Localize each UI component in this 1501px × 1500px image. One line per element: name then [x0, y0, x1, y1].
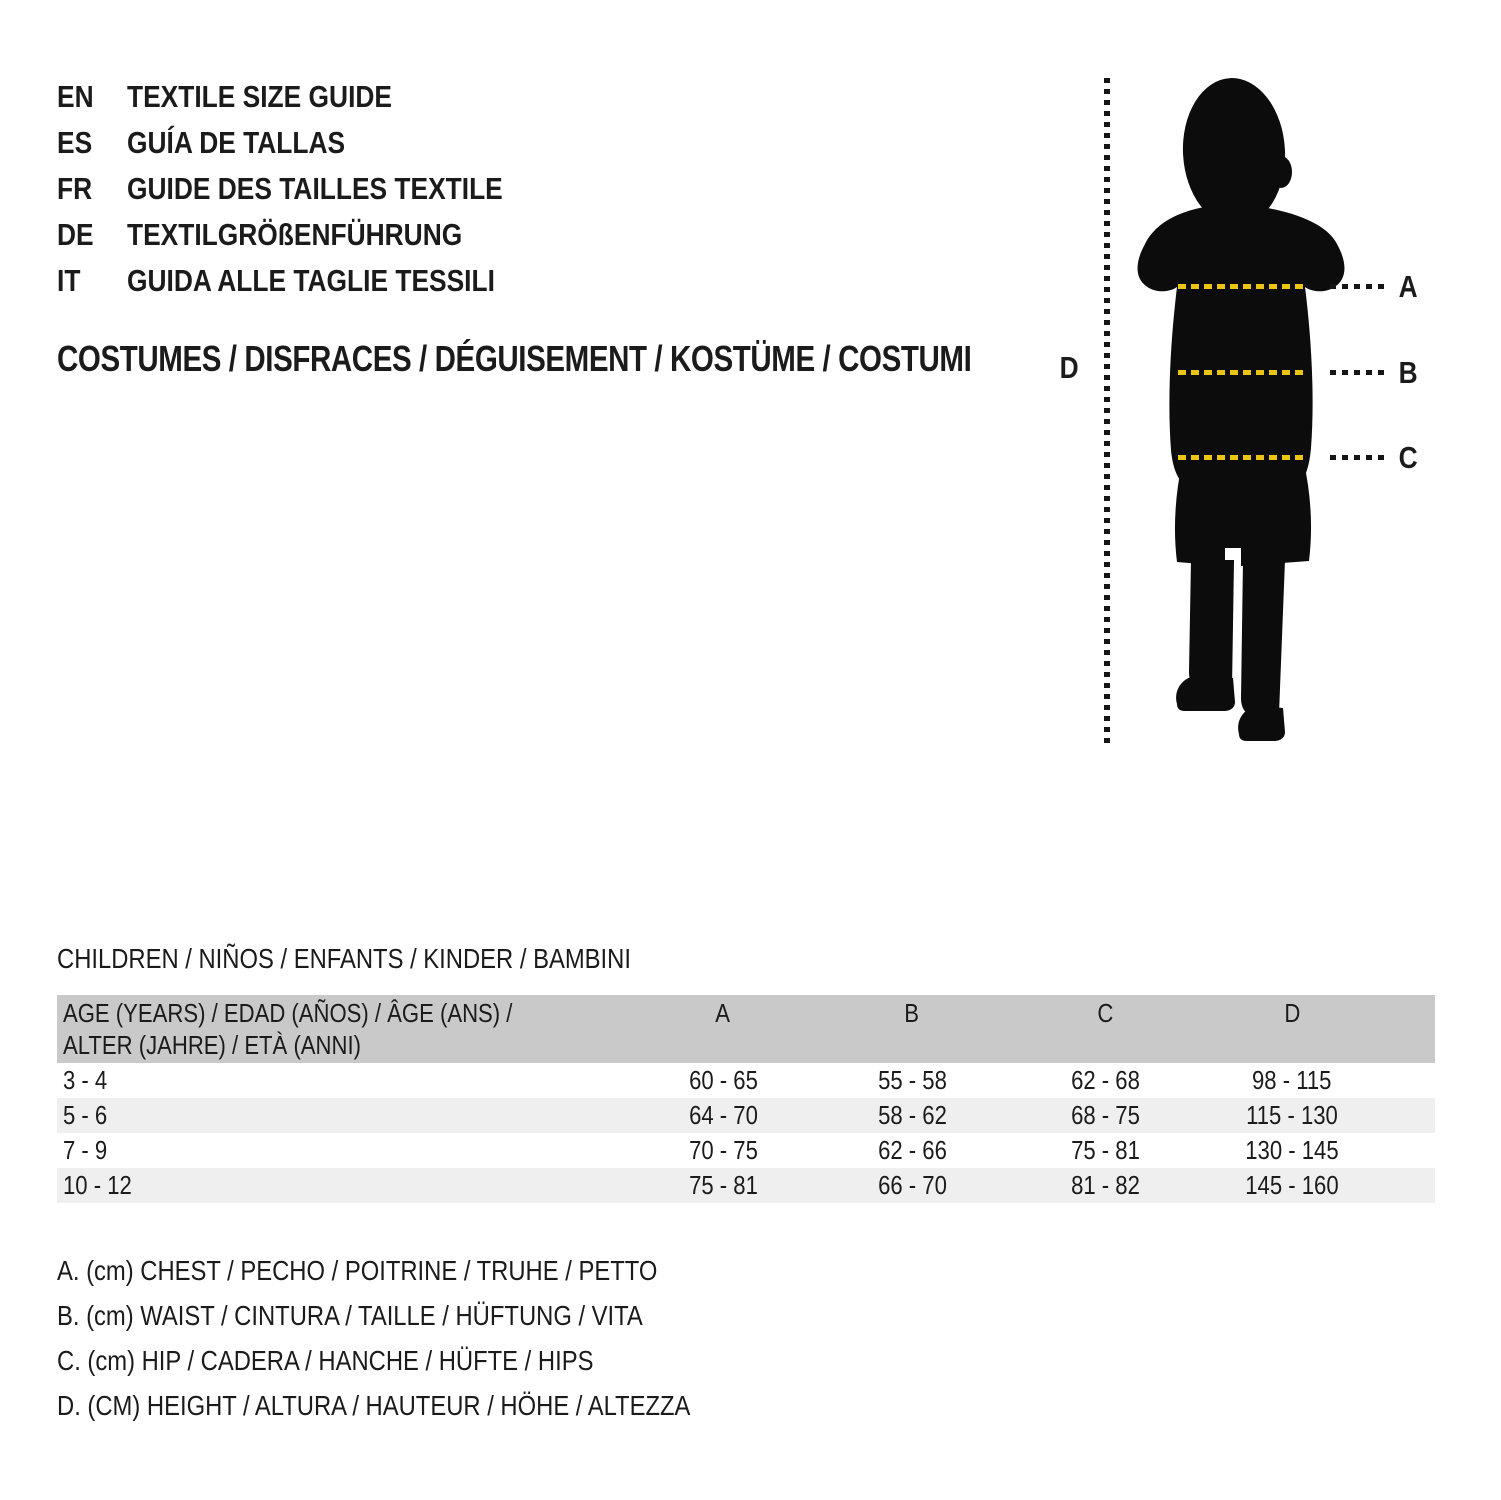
language-row-es: ES GUÍA DE TALLAS	[57, 120, 569, 166]
table-row: 7 - 9 70 - 75 62 - 66 75 - 81 130 - 145	[57, 1133, 1435, 1168]
chest-cell: 75 - 81	[688, 1170, 758, 1200]
language-code: FR	[57, 171, 93, 206]
height-cell: 145 - 160	[1245, 1170, 1339, 1200]
language-row-it: IT GUIDA ALLE TAGLIE TESSILI	[57, 258, 569, 304]
language-label: TEXTILGRÖßENFÜHRUNG	[127, 217, 463, 252]
hip-cell: 68 - 75	[1070, 1100, 1140, 1130]
measurement-legend: A. (cm) CHEST / PECHO / POITRINE / TRUHE…	[57, 1248, 802, 1428]
chest-cell: 60 - 65	[688, 1065, 758, 1095]
language-row-de: DE TEXTILGRÖßENFÜHRUNG	[57, 212, 569, 258]
height-dotted-line	[1104, 78, 1110, 748]
height-cell: 115 - 130	[1246, 1100, 1338, 1130]
column-header-a: A	[715, 998, 731, 1028]
size-table-header: AGE (YEARS) / EDAD (AÑOS) / ÂGE (ANS) / …	[57, 995, 1435, 1063]
language-label: TEXTILE SIZE GUIDE	[127, 79, 393, 114]
age-cell: 3 - 4	[63, 1065, 108, 1095]
child-silhouette	[1137, 78, 1345, 741]
age-cell: 5 - 6	[63, 1100, 108, 1130]
language-label: GUÍA DE TALLAS	[127, 125, 346, 160]
hip-cell: 75 - 81	[1070, 1135, 1140, 1165]
waist-cell: 66 - 70	[877, 1170, 947, 1200]
legend-chest: A. (cm) CHEST / PECHO / POITRINE / TRUHE…	[57, 1254, 658, 1286]
chest-measure-line	[1178, 284, 1304, 289]
hip-measure-line	[1178, 455, 1304, 460]
chest-cell: 64 - 70	[688, 1100, 758, 1130]
waist-connector-line	[1330, 370, 1386, 375]
measure-label-b: B	[1398, 355, 1418, 390]
hip-connector-line	[1330, 455, 1386, 460]
legend-height: D. (CM) HEIGHT / ALTURA / HAUTEUR / HÖHE…	[57, 1389, 691, 1421]
table-row: 10 - 12 75 - 81 66 - 70 81 - 82 145 - 16…	[57, 1168, 1435, 1203]
waist-cell: 58 - 62	[877, 1100, 947, 1130]
measure-label-c: C	[1398, 440, 1418, 475]
waist-cell: 62 - 66	[877, 1135, 947, 1165]
column-header-c: C	[1097, 998, 1113, 1028]
language-row-en: EN TEXTILE SIZE GUIDE	[57, 74, 569, 120]
language-code: DE	[57, 217, 94, 252]
age-cell: 7 - 9	[63, 1135, 108, 1165]
age-cell: 10 - 12	[63, 1170, 132, 1200]
language-list: EN TEXTILE SIZE GUIDE ES GUÍA DE TALLAS …	[57, 74, 569, 304]
children-section-title: CHILDREN / NIÑOS / ENFANTS / KINDER / BA…	[57, 943, 631, 974]
hip-cell: 62 - 68	[1070, 1065, 1140, 1095]
table-row: 5 - 6 64 - 70 58 - 62 68 - 75 115 - 130	[57, 1098, 1435, 1133]
age-column-header: AGE (YEARS) / EDAD (AÑOS) / ÂGE (ANS) / …	[63, 998, 513, 1060]
hip-cell: 81 - 82	[1070, 1170, 1140, 1200]
height-cell: 98 - 115	[1252, 1065, 1332, 1095]
language-code: EN	[57, 79, 94, 114]
measure-label-d: D	[1059, 350, 1079, 385]
legend-waist: B. (cm) WAIST / CINTURA / TAILLE / HÜFTU…	[57, 1299, 643, 1331]
language-row-fr: FR GUIDE DES TAILLES TEXTILE	[57, 166, 569, 212]
language-label: GUIDA ALLE TAGLIE TESSILI	[127, 263, 495, 298]
page-title: COSTUMES / DISFRACES / DÉGUISEMENT / KOS…	[57, 338, 972, 379]
measure-label-a: A	[1398, 269, 1418, 304]
language-code: ES	[57, 125, 93, 160]
waist-cell: 55 - 58	[877, 1065, 947, 1095]
column-header-d: D	[1284, 998, 1300, 1028]
legend-hip: C. (cm) HIP / CADERA / HANCHE / HÜFTE / …	[57, 1344, 594, 1376]
table-row: 3 - 4 60 - 65 55 - 58 62 - 68 98 - 115	[57, 1063, 1435, 1098]
language-label: GUIDE DES TAILLES TEXTILE	[127, 171, 503, 206]
chest-connector-line	[1330, 284, 1386, 289]
chest-cell: 70 - 75	[688, 1135, 758, 1165]
column-header-b: B	[904, 998, 920, 1028]
language-code: IT	[57, 263, 81, 298]
size-table: AGE (YEARS) / EDAD (AÑOS) / ÂGE (ANS) / …	[57, 995, 1435, 1203]
height-cell: 130 - 145	[1245, 1135, 1339, 1165]
waist-measure-line	[1178, 370, 1304, 375]
